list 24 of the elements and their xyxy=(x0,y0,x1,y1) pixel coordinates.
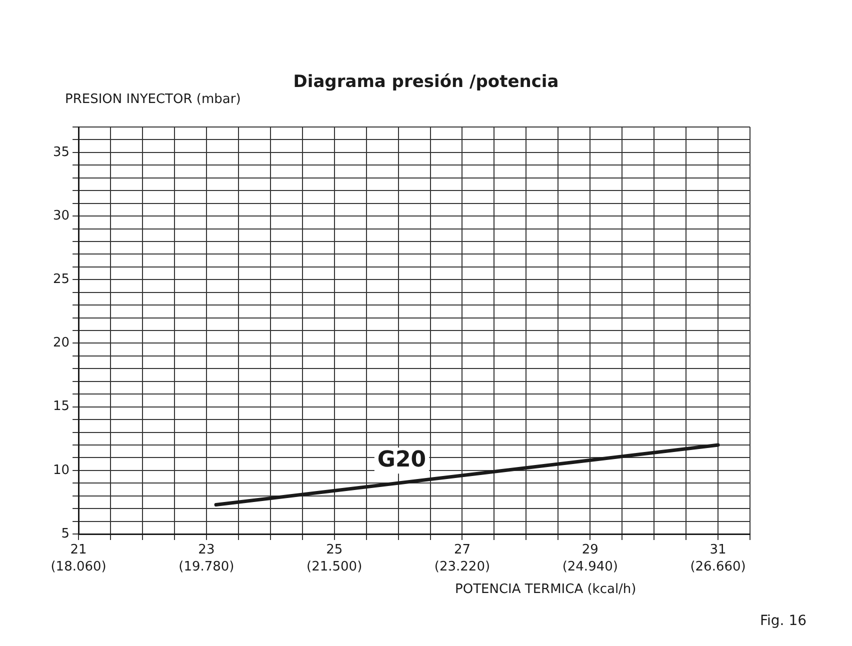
x2-tick-label: (18.060) xyxy=(50,559,106,574)
y-tick-label: 5 xyxy=(61,526,70,542)
y-axis-title: PRESION INYECTOR (mbar) xyxy=(65,92,241,107)
y-tick-label: 25 xyxy=(52,272,70,287)
x2-tick-label: (26.660) xyxy=(690,559,746,574)
y-tick-label: 20 xyxy=(52,336,70,351)
chart-title: Diagrama presión /potencia xyxy=(292,72,560,92)
x-tick-label: 29 xyxy=(582,542,598,558)
x-tick-label: 23 xyxy=(198,542,215,558)
series-label: G20 xyxy=(377,447,426,472)
x2-tick-label: (21.500) xyxy=(306,559,362,574)
y-tick-label: 10 xyxy=(52,462,70,478)
x-tick-label: 25 xyxy=(326,542,343,558)
x-axis-title: POTENCIA TERMICA (kcal/h) xyxy=(455,582,636,597)
caption: Fig. 16 xyxy=(760,613,807,629)
x-tick-label: 21 xyxy=(70,542,87,558)
y-tick-label: 15 xyxy=(52,399,70,414)
x-tick-label: 27 xyxy=(454,542,471,558)
x2-tick-label: (23.220) xyxy=(434,559,490,574)
x2-tick-label: (19.780) xyxy=(178,559,234,574)
y-tick-label: 30 xyxy=(52,208,70,224)
x-tick-label: 31 xyxy=(710,542,726,558)
x2-tick-label: (24.940) xyxy=(562,559,618,574)
y-tick-label: 35 xyxy=(52,144,70,160)
